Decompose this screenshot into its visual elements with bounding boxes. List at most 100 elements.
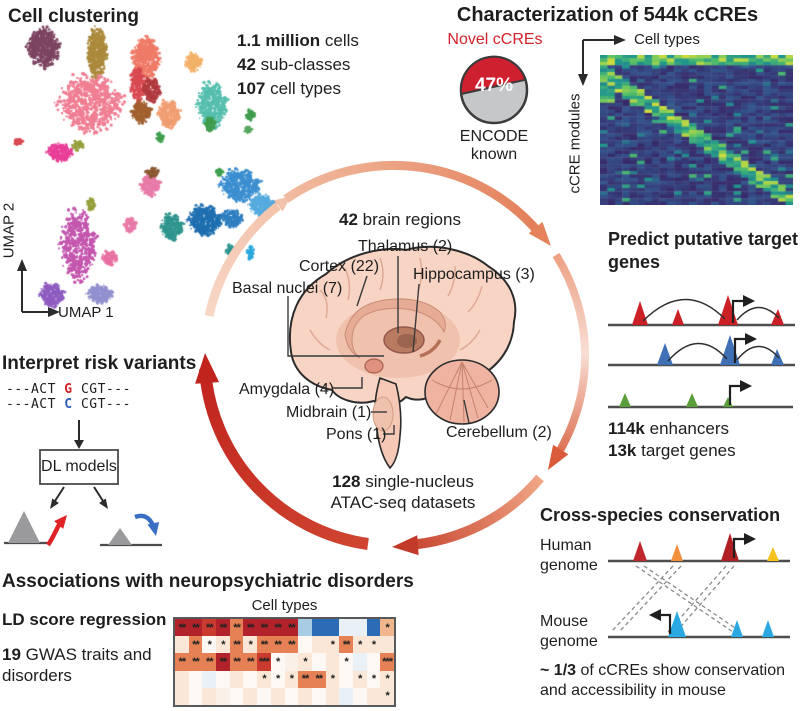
brain-pointer-lines <box>287 256 470 435</box>
ldsc-cell <box>202 687 217 705</box>
enhancer-peaks-blue <box>657 335 784 365</box>
ldsc-cell: * <box>380 670 394 688</box>
ldsc-cell <box>298 636 312 654</box>
ldsc-cell <box>229 670 244 688</box>
ldsc-cell: ** <box>257 636 271 654</box>
predict-title-line2: genes <box>608 252 661 272</box>
ccre-modules-heatmap <box>600 55 793 205</box>
conservation-text2: and accessibility in mouse <box>540 682 726 699</box>
ldsc-cell: * <box>243 636 258 654</box>
ldsc-cell <box>243 687 258 705</box>
conservation-note: ~ 1/3 of cCREs show conservation and acce… <box>540 661 785 701</box>
human-label: Human <box>540 537 592 554</box>
mouse-label: Mouse <box>540 613 589 630</box>
mouse-genome-label: Mouse genome <box>540 612 598 652</box>
enhancer-gene-arcs <box>642 298 780 362</box>
brain-regions-count: 42 brain regions <box>300 210 500 230</box>
predict-title-line1: Predict putative target <box>608 229 799 249</box>
tall-accessibility-peak <box>8 511 40 543</box>
tss-arrowheads <box>740 295 757 392</box>
ldsc-cell: ** <box>298 670 312 688</box>
risk-variants-title: Interpret risk variants <box>2 353 197 374</box>
umap-axes <box>17 259 60 317</box>
ldsc-cell <box>311 653 326 671</box>
ldsc-cell: ** <box>284 636 299 654</box>
enhancers-text: enhancers <box>644 419 730 438</box>
ldsc-cell <box>270 687 285 705</box>
conservation-tracks <box>608 533 790 639</box>
umap-y-axis-label: UMAP 2 <box>0 202 18 259</box>
mouse-peak-3 <box>762 620 774 637</box>
pie-percent-label: 47% <box>474 75 514 96</box>
sequence-line-2: ---ACT C CGT--- <box>6 397 131 412</box>
thalamus-core <box>397 334 417 348</box>
ldsc-cell <box>325 653 340 671</box>
ldsc-cell: * <box>366 636 381 654</box>
stat-cells-label: cells <box>320 31 359 50</box>
human-genome-label: Human genome <box>540 536 598 576</box>
mouse-peak-2 <box>731 620 743 637</box>
ldsc-cell: ** <box>188 636 203 654</box>
ldsc-cell: ** <box>257 619 271 637</box>
ldsc-cell: ** <box>175 619 189 637</box>
heatmap-x-axis-label: Cell types <box>634 31 700 48</box>
ldsc-cell: * <box>257 670 271 688</box>
characterization-title: Characterization of 544k cCREs <box>456 4 759 26</box>
ldsc-cell <box>243 670 258 688</box>
brain-regions-number: 42 <box>339 210 358 229</box>
ldsc-cell: ** <box>216 619 230 637</box>
label-pons: Pons (1) <box>326 426 387 443</box>
ldsc-cell <box>188 670 203 688</box>
cerebellum-shape <box>424 359 500 425</box>
ldsc-cell: * <box>339 653 353 671</box>
gwas-text2: disorders <box>2 666 72 685</box>
ldsc-cell <box>284 687 299 705</box>
heatmap-axis-arrows <box>578 35 626 86</box>
ldsc-cell <box>311 636 326 654</box>
ldsc-cell: ** <box>270 619 285 637</box>
label-thalamus: Thalamus (2) <box>358 238 453 255</box>
ldsc-cell <box>325 687 340 705</box>
ldsc-cell: ** <box>243 619 258 637</box>
gene-tracks <box>608 295 795 409</box>
target-genes-number: 13k <box>608 441 637 460</box>
conservation-text1: of cCREs show conservation <box>576 662 786 679</box>
ldsc-x-axis-label: Cell types <box>251 597 318 614</box>
ldsc-cell: ** <box>216 653 230 671</box>
label-cortex: Cortex (22) <box>299 258 380 275</box>
label-midbrain: Midbrain (1) <box>286 404 372 421</box>
label-cerebellum: Cerebellum (2) <box>446 424 552 441</box>
seq1-pre: ---ACT <box>6 382 65 397</box>
ldsc-cell <box>352 653 367 671</box>
conservation-title: Cross-species conservation <box>540 505 781 525</box>
label-basal-nuclei: Basal nuclei (7) <box>232 280 343 297</box>
ldsc-cell: * <box>202 636 217 654</box>
stat-celltypes-label: cell types <box>265 79 341 98</box>
ldsc-cell: ** <box>188 653 203 671</box>
ldsc-cell <box>175 687 189 705</box>
ldsc-cell: *** <box>257 653 271 671</box>
ldsc-cell: ** <box>202 619 217 637</box>
conservation-fraction: ~ 1/3 <box>540 662 577 679</box>
enhancers-number: 114k <box>608 419 645 438</box>
novel-ccres-label: Novel cCREs <box>447 31 543 48</box>
gyri-lines <box>309 257 483 351</box>
brain-regions-text: brain regions <box>357 210 461 229</box>
ldsc-cell <box>352 619 367 637</box>
sequence-line-1: ---ACT G CGT--- <box>6 382 131 397</box>
datasets-count: 128 single-nucleus ATAC-seq datasets <box>303 471 503 513</box>
ldsc-cell: * <box>216 636 230 654</box>
human-peak-orange <box>671 544 683 561</box>
ldsc-cell <box>175 670 189 688</box>
corpus-callosum <box>344 298 446 359</box>
ldsc-cell: ** <box>229 619 244 637</box>
ldsc-cell <box>216 687 230 705</box>
enhancer-peaks-green <box>619 393 733 407</box>
ldsc-cell <box>202 670 217 688</box>
ldsc-cell: ** <box>339 636 353 654</box>
ldsc-cell: * <box>325 670 340 688</box>
ldsc-cell <box>339 619 353 637</box>
gwas-number: 19 <box>2 645 21 664</box>
ldsc-cell: * <box>352 670 367 688</box>
